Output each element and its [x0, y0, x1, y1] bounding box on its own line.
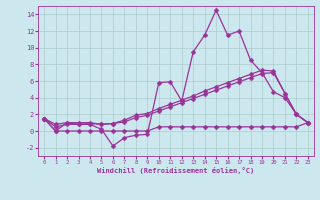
X-axis label: Windchill (Refroidissement éolien,°C): Windchill (Refroidissement éolien,°C): [97, 167, 255, 174]
